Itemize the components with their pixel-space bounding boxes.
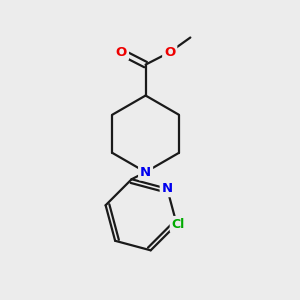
- Text: N: N: [140, 166, 151, 178]
- Text: N: N: [162, 182, 173, 195]
- Text: O: O: [116, 46, 127, 59]
- Text: O: O: [164, 46, 176, 59]
- Text: Cl: Cl: [172, 218, 185, 231]
